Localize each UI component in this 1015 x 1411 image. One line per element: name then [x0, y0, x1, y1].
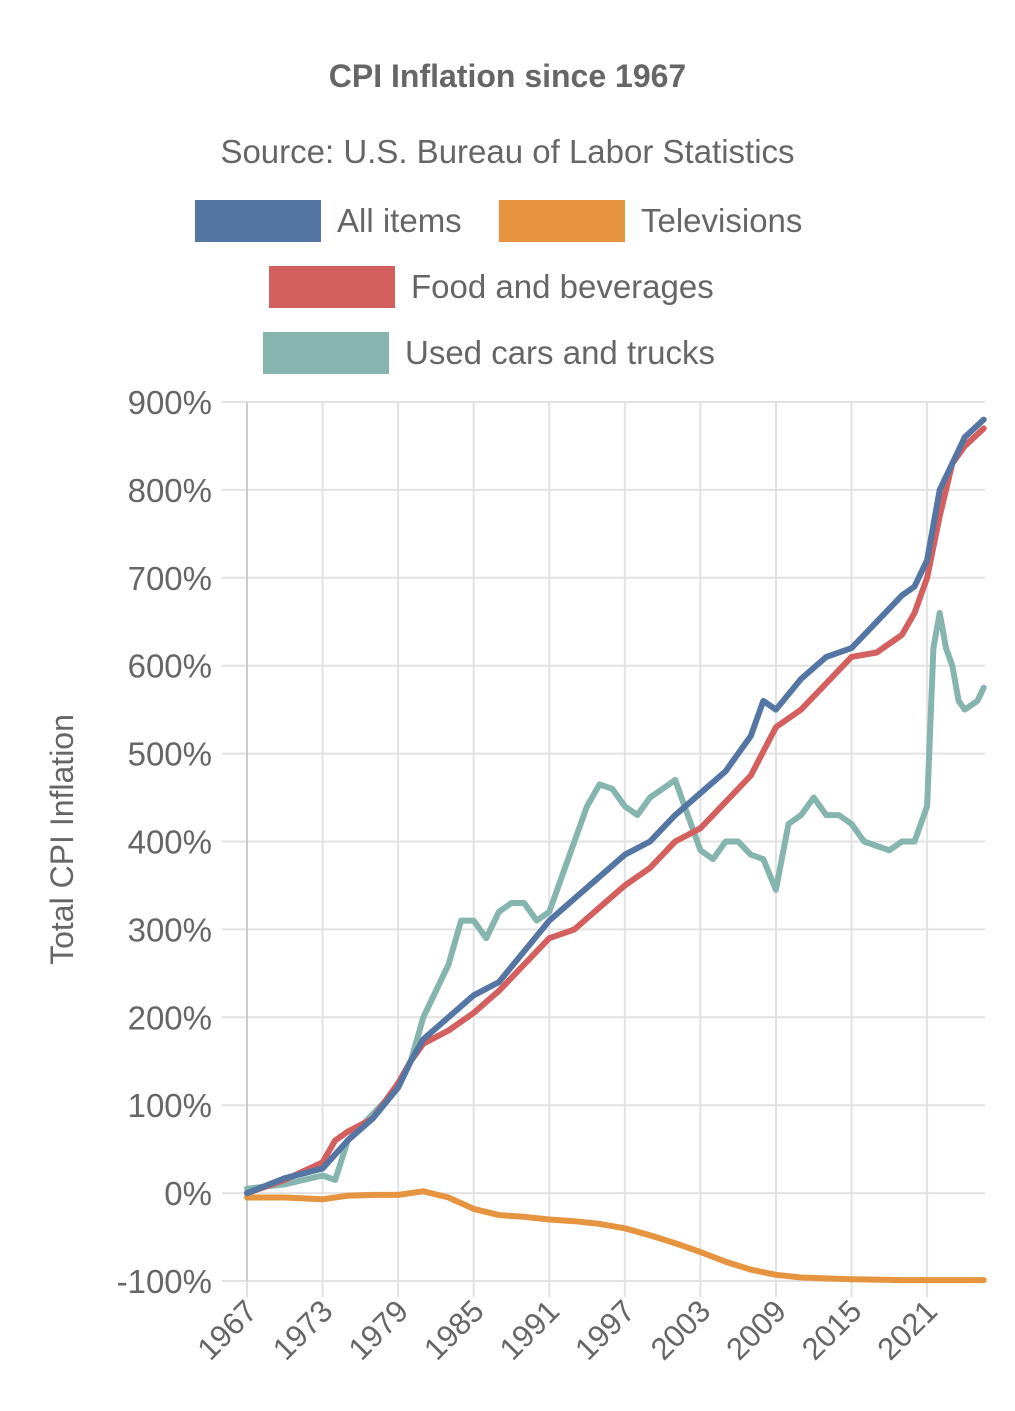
- y-tick-label: 600%: [128, 648, 212, 685]
- legend-item-food-and-beverages[interactable]: Food and beverages: [269, 266, 714, 308]
- legend-label: All items: [337, 202, 462, 239]
- x-tick-label: 2021: [871, 1293, 945, 1367]
- x-tick-label: 1985: [417, 1293, 491, 1367]
- x-tick-label: 2003: [644, 1293, 718, 1367]
- y-tick-label: 400%: [128, 824, 212, 861]
- y-tick-label: -100%: [117, 1263, 212, 1300]
- legend-swatch: [499, 200, 625, 242]
- legend-item-televisions[interactable]: Televisions: [499, 200, 802, 242]
- legend-label: Food and beverages: [411, 268, 714, 305]
- y-tick-label: 100%: [128, 1087, 212, 1124]
- x-tick-label: 1991: [493, 1293, 567, 1367]
- x-tick-label: 1979: [342, 1293, 416, 1367]
- legend-item-used-cars-and-trucks[interactable]: Used cars and trucks: [263, 332, 715, 374]
- y-tick-label: 800%: [128, 472, 212, 509]
- chart-subtitle: Source: U.S. Bureau of Labor Statistics: [220, 133, 795, 170]
- y-tick-label: 500%: [128, 736, 212, 773]
- legend-label: Televisions: [641, 202, 803, 239]
- y-tick-label: 300%: [128, 911, 212, 948]
- legend-swatch: [263, 332, 389, 374]
- x-tick-label: 1973: [266, 1293, 340, 1367]
- series-line-food-and-beverages: [244, 425, 987, 1197]
- legend-label: Used cars and trucks: [405, 334, 715, 371]
- legend-swatch: [269, 266, 395, 308]
- y-tick-label: 0%: [164, 1175, 212, 1212]
- chart-title: CPI Inflation since 1967: [328, 58, 687, 94]
- y-tick-label: 200%: [128, 999, 212, 1036]
- series-line-all-items: [244, 416, 987, 1197]
- x-tick-label: 1997: [568, 1293, 642, 1367]
- y-tick-label: 700%: [128, 560, 212, 597]
- x-tick-label: 2009: [719, 1293, 793, 1367]
- legend-swatch: [195, 200, 321, 242]
- legend-item-all-items[interactable]: All items: [195, 200, 462, 242]
- x-tick-label: 2015: [795, 1293, 869, 1367]
- series-line-televisions: [244, 1188, 987, 1284]
- series-line-used-cars-and-trucks: [244, 610, 987, 1192]
- x-tick-label: 1967: [190, 1293, 264, 1367]
- y-tick-label: 900%: [128, 384, 212, 421]
- y-axis-label: Total CPI Inflation: [44, 714, 80, 965]
